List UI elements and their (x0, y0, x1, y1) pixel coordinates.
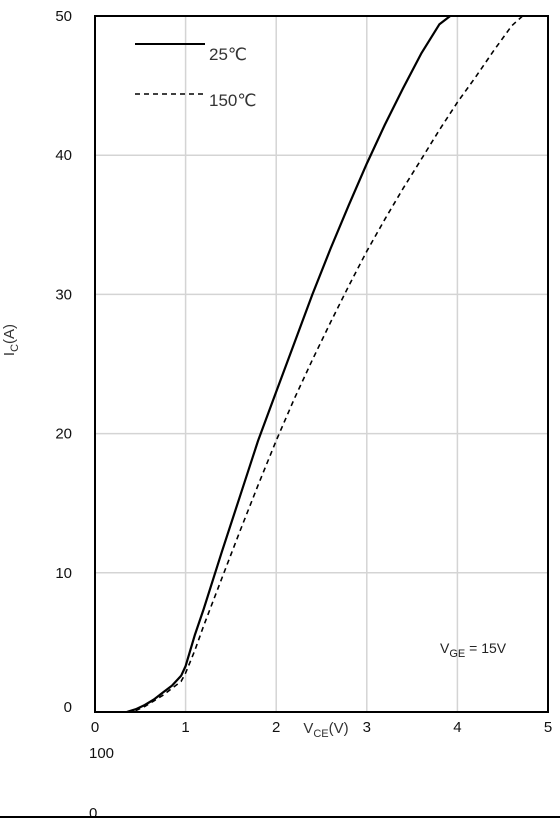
y-tick-label-3: 30 (55, 286, 72, 303)
stray-text-0: 0 (89, 805, 98, 822)
y-tick-label-4: 40 (55, 147, 72, 164)
y-axis-label-sub: C (9, 344, 21, 352)
vge-annotation: VGE = 15V (440, 640, 507, 660)
x-tick-label-3: 3 (363, 719, 371, 736)
vge-annotation-sub: GE (449, 648, 465, 660)
series-line-1 (126, 15, 524, 713)
y-axis-label-main: I (1, 352, 18, 356)
bottom-rule (0, 816, 560, 818)
x-axis-label-sub: CE (313, 728, 328, 740)
series-layer (126, 15, 524, 714)
vge-annotation-main: V (440, 640, 450, 656)
y-tick-label-2: 20 (55, 426, 72, 443)
x-axis-label-suffix: (V) (329, 720, 349, 737)
x-axis-label-main: V (303, 720, 313, 737)
plot-frame (94, 15, 549, 713)
y-axis-label-suffix: (A) (1, 324, 18, 344)
y-tick-label-1: 10 (55, 565, 72, 582)
x-tick-label-2: 2 (272, 719, 280, 736)
legend-label-25c: 25℃ (209, 45, 247, 64)
legend-label-150c: 150℃ (209, 91, 256, 110)
y-tick-labels: 0 10 20 30 40 50 (55, 8, 72, 716)
x-tick-label-4: 4 (453, 719, 461, 736)
stray-text-100: 100 (89, 745, 115, 762)
series-line-0 (126, 15, 451, 714)
x-tick-label-5: 5 (544, 719, 552, 736)
legend: 25℃ 150℃ (135, 43, 256, 110)
vge-annotation-suffix: = 15V (465, 640, 507, 656)
y-axis-label: IC(A) (1, 324, 21, 356)
x-tick-label-0: 0 (91, 719, 99, 736)
y-tick-label-0: 0 (64, 699, 72, 716)
y-tick-label-5: 50 (55, 8, 72, 25)
x-axis-label: VCE(V) (303, 720, 348, 740)
x-tick-label-1: 1 (181, 719, 189, 736)
grid-lines (94, 15, 549, 713)
x-tick-labels: 0 1 2 3 4 5 (91, 719, 552, 736)
